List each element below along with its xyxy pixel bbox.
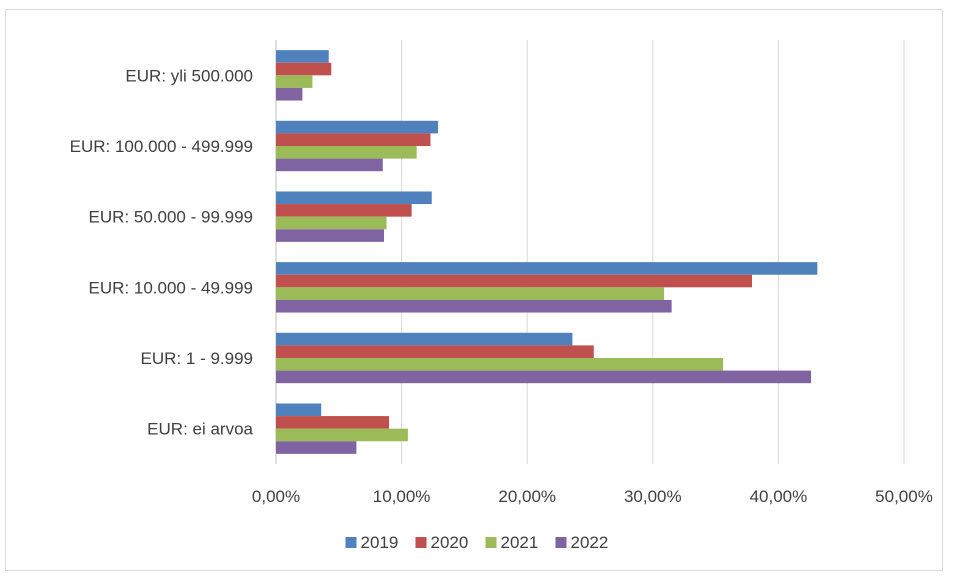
category-label: EUR: 10.000 - 49.999 — [89, 278, 253, 297]
category-label: EUR: yli 500.000 — [125, 66, 253, 85]
legend-label: 2019 — [361, 533, 399, 552]
category-label: EUR: 1 - 9.999 — [141, 349, 253, 368]
bar-2019 — [276, 120, 439, 134]
bar-2019 — [276, 50, 329, 63]
bar-2020 — [276, 204, 412, 217]
category-label: EUR: 50.000 - 99.999 — [89, 208, 253, 227]
bar-2020 — [276, 274, 753, 288]
bar-2022 — [276, 299, 672, 313]
legend-swatch — [345, 537, 357, 548]
bar-2021 — [276, 428, 408, 442]
bar-2021 — [276, 75, 313, 88]
bar-2022 — [276, 441, 357, 454]
x-tick-label: 30,00% — [624, 487, 682, 506]
category-label: EUR: 100.000 - 499.999 — [70, 137, 253, 156]
legend-label: 2022 — [571, 533, 609, 552]
bar-2019 — [276, 403, 322, 417]
bar-2020 — [276, 62, 332, 76]
x-tick-label: 40,00% — [750, 487, 808, 506]
legend-swatch — [415, 537, 427, 548]
bar-2019 — [276, 191, 432, 205]
x-tick-label: 20,00% — [498, 487, 556, 506]
bar-2021 — [276, 358, 724, 371]
bar-2022 — [276, 370, 812, 384]
bar-2021 — [276, 216, 387, 230]
bar-2019 — [276, 262, 818, 275]
x-tick-label: 0,00% — [252, 487, 300, 506]
bar-2020 — [276, 133, 431, 146]
legend-label: 2020 — [431, 533, 469, 552]
bar-2020 — [276, 416, 390, 429]
bar-2022 — [276, 158, 383, 172]
legend-swatch — [555, 537, 567, 548]
x-tick-label: 10,00% — [373, 487, 431, 506]
bar-2020 — [276, 345, 594, 358]
bar-2022 — [276, 229, 385, 242]
bar-2021 — [276, 287, 665, 300]
bar-2019 — [276, 332, 573, 346]
x-tick-label: 50,00% — [875, 487, 933, 506]
bar-2021 — [276, 146, 417, 159]
legend-swatch — [485, 537, 497, 548]
bar-2022 — [276, 87, 303, 101]
category-label: EUR: ei arvoa — [147, 420, 253, 439]
legend-label: 2021 — [501, 533, 539, 552]
